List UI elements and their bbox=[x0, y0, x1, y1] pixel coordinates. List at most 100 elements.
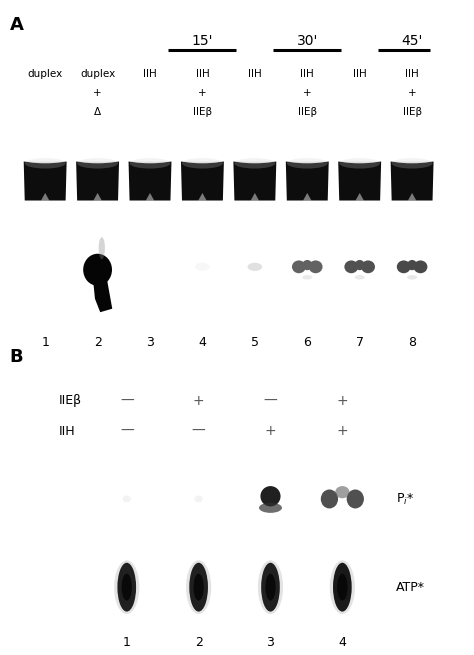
Text: duplex: duplex bbox=[27, 69, 63, 79]
Ellipse shape bbox=[127, 155, 173, 163]
Text: 4: 4 bbox=[338, 636, 346, 649]
Text: 30': 30' bbox=[297, 34, 318, 48]
Text: IIH: IIH bbox=[248, 69, 262, 79]
Text: +: + bbox=[408, 88, 417, 98]
Ellipse shape bbox=[346, 489, 364, 508]
Ellipse shape bbox=[195, 263, 210, 271]
Text: +: + bbox=[93, 88, 102, 98]
Ellipse shape bbox=[309, 261, 323, 273]
Polygon shape bbox=[233, 162, 276, 200]
Polygon shape bbox=[303, 193, 311, 200]
Text: 8: 8 bbox=[408, 336, 416, 349]
Polygon shape bbox=[198, 193, 207, 200]
Text: 1: 1 bbox=[41, 336, 49, 349]
Ellipse shape bbox=[129, 158, 171, 168]
Text: +: + bbox=[264, 424, 276, 438]
Polygon shape bbox=[391, 162, 434, 200]
Ellipse shape bbox=[231, 155, 278, 163]
Ellipse shape bbox=[258, 560, 283, 614]
Ellipse shape bbox=[337, 574, 347, 601]
Ellipse shape bbox=[25, 158, 65, 168]
Ellipse shape bbox=[335, 486, 349, 498]
Ellipse shape bbox=[99, 237, 105, 259]
Text: ATP*: ATP* bbox=[396, 581, 425, 593]
Text: IIH: IIH bbox=[301, 69, 314, 79]
Ellipse shape bbox=[194, 496, 203, 502]
Text: +: + bbox=[303, 88, 311, 98]
Ellipse shape bbox=[345, 261, 358, 273]
Ellipse shape bbox=[118, 563, 136, 612]
Text: IIEβ: IIEβ bbox=[298, 107, 317, 117]
Text: IIEβ: IIEβ bbox=[193, 107, 212, 117]
Ellipse shape bbox=[407, 275, 417, 280]
Text: IIH: IIH bbox=[353, 69, 366, 79]
Polygon shape bbox=[286, 162, 329, 200]
Ellipse shape bbox=[407, 260, 417, 271]
Text: —: — bbox=[264, 394, 277, 407]
Text: —: — bbox=[120, 394, 134, 407]
Text: IIH: IIH bbox=[405, 69, 419, 79]
Ellipse shape bbox=[321, 489, 338, 508]
Text: 3: 3 bbox=[146, 336, 154, 349]
Ellipse shape bbox=[392, 158, 433, 168]
Text: 5: 5 bbox=[251, 336, 259, 349]
Polygon shape bbox=[181, 162, 224, 200]
Ellipse shape bbox=[193, 574, 204, 601]
Text: 2: 2 bbox=[94, 336, 101, 349]
Text: —: — bbox=[192, 424, 206, 438]
Ellipse shape bbox=[287, 158, 328, 168]
Text: IIH: IIH bbox=[196, 69, 210, 79]
Ellipse shape bbox=[83, 253, 112, 286]
Text: —: — bbox=[120, 424, 134, 438]
Ellipse shape bbox=[397, 261, 410, 273]
Polygon shape bbox=[408, 193, 416, 200]
Ellipse shape bbox=[77, 158, 118, 168]
Text: +: + bbox=[337, 424, 348, 438]
Text: 1: 1 bbox=[123, 636, 131, 649]
Text: +: + bbox=[193, 394, 204, 407]
Text: IIEβ: IIEβ bbox=[402, 107, 422, 117]
Text: 4: 4 bbox=[199, 336, 206, 349]
Ellipse shape bbox=[333, 563, 352, 612]
Ellipse shape bbox=[389, 155, 436, 163]
Ellipse shape bbox=[361, 261, 375, 273]
Text: A: A bbox=[9, 16, 23, 34]
Text: 7: 7 bbox=[356, 336, 364, 349]
Polygon shape bbox=[251, 193, 259, 200]
Polygon shape bbox=[146, 193, 154, 200]
Ellipse shape bbox=[179, 155, 226, 163]
Text: B: B bbox=[9, 348, 23, 366]
Text: +: + bbox=[198, 88, 207, 98]
Ellipse shape bbox=[182, 158, 223, 168]
Ellipse shape bbox=[265, 574, 275, 601]
Ellipse shape bbox=[260, 486, 281, 506]
Polygon shape bbox=[76, 162, 119, 200]
Polygon shape bbox=[41, 193, 49, 200]
Polygon shape bbox=[338, 162, 381, 200]
Text: 2: 2 bbox=[195, 636, 202, 649]
Text: Δ: Δ bbox=[94, 107, 101, 117]
Ellipse shape bbox=[114, 560, 139, 614]
Ellipse shape bbox=[259, 502, 282, 513]
Polygon shape bbox=[93, 193, 102, 200]
Ellipse shape bbox=[186, 560, 211, 614]
Ellipse shape bbox=[330, 560, 355, 614]
Ellipse shape bbox=[74, 155, 121, 163]
Ellipse shape bbox=[336, 155, 383, 163]
Text: 15': 15' bbox=[191, 34, 213, 48]
Text: IIH: IIH bbox=[58, 424, 75, 438]
Polygon shape bbox=[356, 193, 364, 200]
Ellipse shape bbox=[302, 260, 312, 271]
Polygon shape bbox=[24, 162, 67, 200]
Text: 6: 6 bbox=[303, 336, 311, 349]
Text: IIH: IIH bbox=[143, 69, 157, 79]
Ellipse shape bbox=[355, 260, 365, 271]
Text: IIEβ: IIEβ bbox=[58, 394, 82, 407]
Text: 3: 3 bbox=[266, 636, 274, 649]
Ellipse shape bbox=[261, 563, 280, 612]
Ellipse shape bbox=[189, 563, 208, 612]
Text: +: + bbox=[337, 394, 348, 407]
Ellipse shape bbox=[22, 155, 69, 163]
Text: duplex: duplex bbox=[80, 69, 115, 79]
Polygon shape bbox=[128, 162, 172, 200]
